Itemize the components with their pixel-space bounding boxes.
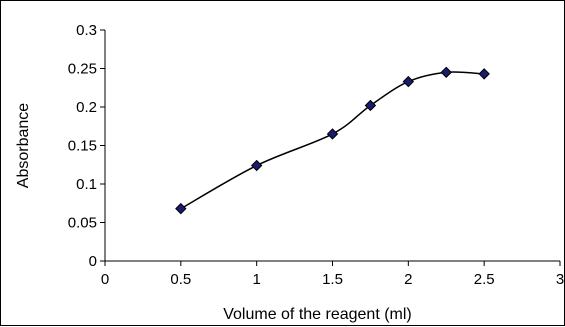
y-tick-label: 0.05	[68, 215, 97, 232]
y-tick-label: 0.1	[76, 176, 97, 193]
x-tick-label: 3	[556, 271, 564, 288]
x-tick-label: 0.5	[170, 271, 191, 288]
y-tick-label: 0	[89, 253, 97, 270]
y-tick-label: 0.15	[68, 138, 97, 155]
y-axis-label: Absorbance	[15, 103, 32, 188]
data-point-marker	[364, 99, 377, 112]
data-markers	[175, 66, 490, 215]
y-tick-label: 0.25	[68, 61, 97, 78]
axes	[104, 30, 560, 262]
x-tick-label: 1	[252, 271, 260, 288]
x-axis-label: Volume of the reagent (ml)	[223, 306, 412, 323]
x-tick-label: 2	[404, 271, 412, 288]
series-line	[180, 71, 485, 210]
y-tick-label: 0.2	[76, 99, 97, 116]
data-point-marker	[402, 75, 415, 88]
data-point-marker	[250, 159, 263, 172]
x-tick-label: 2.5	[474, 271, 495, 288]
x-axis-ticks: 0 0.5 1 1.5 2 2.5 3	[101, 261, 564, 288]
y-axis-ticks: 0 0.05 0.1 0.15 0.2 0.25 0.3	[68, 22, 105, 270]
x-tick-label: 0	[101, 271, 109, 288]
data-point-marker	[326, 128, 339, 140]
data-point-marker	[478, 68, 490, 80]
y-tick-label: 0.3	[76, 22, 97, 39]
data-point-marker	[440, 66, 452, 79]
data-point-marker	[175, 202, 187, 215]
x-tick-label: 1.5	[322, 271, 343, 288]
